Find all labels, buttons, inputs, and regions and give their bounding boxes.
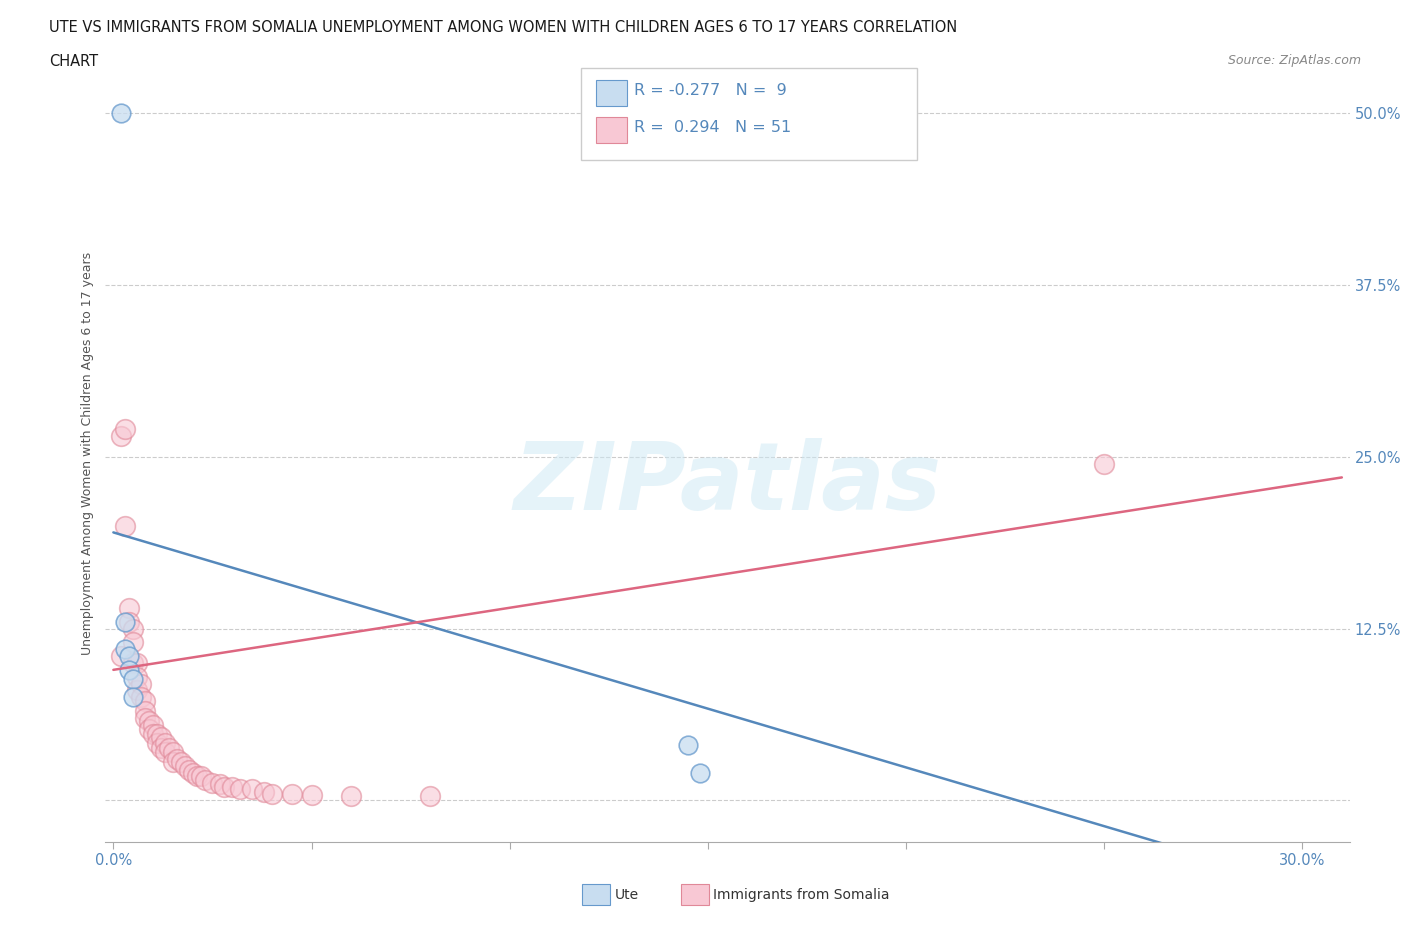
Point [118, 662, 141, 677]
Point [110, 648, 132, 663]
Point [193, 772, 215, 787]
Point [157, 741, 180, 756]
Point [114, 422, 136, 437]
Point [122, 690, 145, 705]
Point [229, 782, 252, 797]
Point [129, 690, 152, 705]
Point [221, 779, 243, 794]
Point [177, 763, 200, 777]
Point [153, 736, 176, 751]
Point [186, 768, 208, 783]
Point [110, 429, 132, 444]
Point [122, 672, 145, 687]
Point [173, 759, 195, 774]
Point [110, 106, 132, 121]
Text: UTE VS IMMIGRANTS FROM SOMALIA UNEMPLOYMENT AMONG WOMEN WITH CHILDREN AGES 6 TO : UTE VS IMMIGRANTS FROM SOMALIA UNEMPLOYM… [49, 20, 957, 35]
Text: R =  0.294   N = 51: R = 0.294 N = 51 [634, 120, 792, 135]
Text: Ute: Ute [614, 887, 638, 902]
Point [149, 730, 172, 745]
Point [114, 615, 136, 630]
Point [122, 621, 145, 636]
Point [127, 670, 149, 684]
Point [181, 765, 204, 780]
Point [280, 786, 302, 801]
Point [260, 786, 283, 801]
Point [118, 615, 141, 630]
Point [118, 648, 141, 663]
Text: Source: ZipAtlas.com: Source: ZipAtlas.com [1227, 54, 1361, 67]
Y-axis label: Unemployment Among Women with Children Ages 6 to 17 years: Unemployment Among Women with Children A… [82, 252, 94, 655]
Point [301, 788, 323, 803]
Point [122, 635, 145, 650]
Point [676, 738, 699, 753]
Point [129, 676, 152, 691]
Point [142, 727, 165, 742]
Point [340, 789, 363, 804]
Point [1092, 457, 1115, 472]
Point [146, 736, 169, 751]
Point [170, 754, 193, 769]
Point [118, 601, 141, 616]
Point [153, 745, 176, 760]
Point [240, 782, 263, 797]
Point [190, 768, 212, 783]
Point [134, 694, 156, 709]
Point [149, 741, 172, 756]
Point [146, 727, 169, 742]
Point [162, 745, 184, 760]
Point [201, 775, 224, 790]
Point [138, 722, 160, 737]
Point [209, 777, 232, 791]
Point [162, 754, 184, 769]
Point [127, 656, 149, 671]
Point [127, 683, 149, 698]
Point [142, 717, 165, 732]
Text: ZIPatlas: ZIPatlas [513, 438, 942, 530]
Point [122, 656, 145, 671]
Point [114, 518, 136, 533]
Point [138, 713, 160, 728]
Point [114, 642, 136, 657]
Point [214, 779, 236, 794]
Point [419, 789, 441, 804]
Point [134, 704, 156, 719]
Text: R = -0.277   N =  9: R = -0.277 N = 9 [634, 83, 787, 98]
Point [689, 765, 711, 780]
Text: Immigrants from Somalia: Immigrants from Somalia [713, 887, 890, 902]
Point [134, 711, 156, 725]
Text: CHART: CHART [49, 54, 98, 69]
Point [253, 785, 276, 800]
Point [166, 751, 188, 766]
